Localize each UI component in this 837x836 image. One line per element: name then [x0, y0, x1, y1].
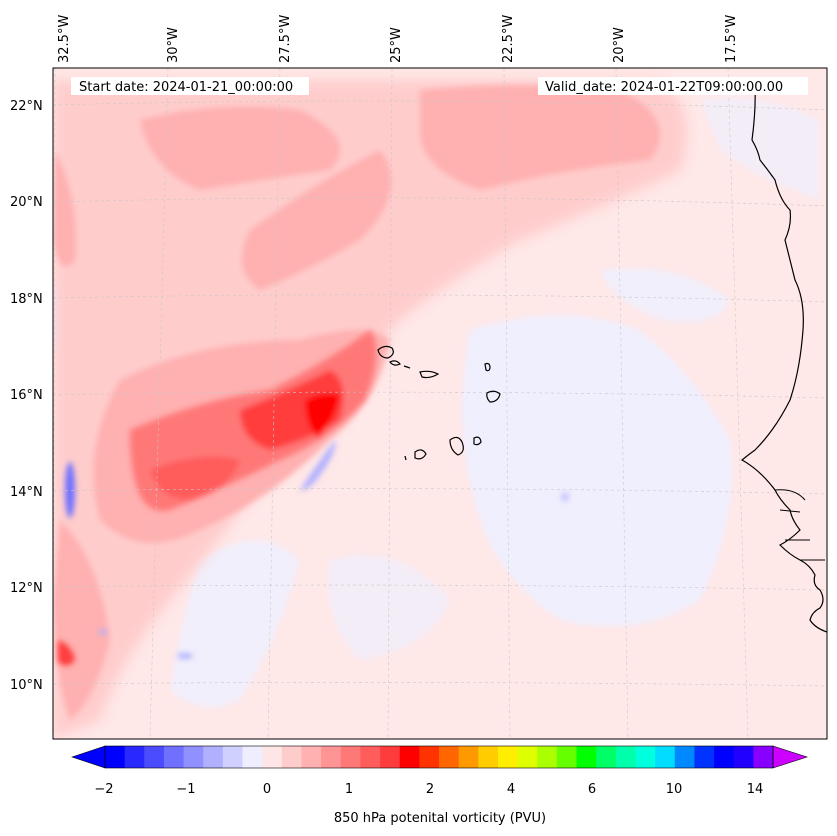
colorbar-extend-max	[772, 745, 808, 769]
colorbar-swatch	[556, 746, 578, 768]
start-date-text: Start date: 2024-01-21_00:00:00	[79, 80, 293, 95]
colorbar-swatch	[439, 746, 460, 768]
lon-label: 32.5°W	[57, 15, 72, 63]
colorbar-label: 850 hPa potenital vorticity (PVU)	[334, 811, 546, 826]
lon-label: 22.5°W	[501, 15, 516, 63]
senegal-river-outline	[774, 489, 825, 561]
colorbar-swatch	[596, 746, 617, 768]
lat-label: 20°N	[10, 195, 43, 210]
lat-label: 10°N	[10, 678, 43, 693]
colorbar-swatch	[458, 746, 479, 768]
colorbar-tick-label: −1	[176, 782, 195, 797]
colorbar-swatch	[753, 746, 774, 768]
colorbar-swatch	[478, 746, 499, 768]
colorbar-swatch	[497, 746, 519, 768]
colorbar-tick-label: 0	[263, 782, 271, 797]
colorbar-swatch	[281, 746, 302, 768]
colorbar-tick-label: −2	[94, 782, 113, 797]
lat-label: 16°N	[10, 388, 43, 403]
colorbar-swatch	[183, 746, 204, 768]
colorbar-frame	[104, 745, 774, 769]
map-frame	[52, 67, 828, 740]
colorbar-swatch	[399, 746, 420, 768]
colorbar-ticks: −2 −1 0 1 2 4 6 10 14	[94, 782, 763, 797]
colorbar-swatch	[360, 746, 381, 768]
colorbar-swatch	[733, 746, 754, 768]
longitude-labels: 32.5°W 30°W 27.5°W 25°W 22.5°W 20°W 17.5…	[57, 15, 739, 63]
colorbar-swatch	[517, 746, 538, 768]
colorbar-tick-label: 1	[345, 782, 353, 797]
colorbar-swatch	[674, 746, 695, 768]
positive-pv-plume-light	[53, 80, 687, 739]
colorbar-swatch	[694, 746, 715, 768]
colorbar-swatch	[537, 746, 558, 768]
colorbar-swatch	[380, 746, 401, 768]
colorbar-extend-min	[71, 745, 106, 769]
colorbar-swatch	[635, 746, 656, 768]
colorbar-tick-label: 10	[666, 782, 683, 797]
colorbar-swatch	[262, 746, 283, 768]
positive-pv-band-strong	[58, 330, 377, 666]
negative-pv-streaks	[65, 440, 569, 659]
colorbar-swatch	[222, 746, 244, 768]
lat-label: 18°N	[10, 292, 43, 307]
lon-label: 17.5°W	[724, 15, 739, 63]
latitude-labels: 22°N 20°N 18°N 16°N 14°N 12°N 10°N	[10, 99, 43, 693]
colorbar-swatch	[203, 746, 224, 768]
colorbar-swatch	[714, 746, 735, 768]
lon-label: 25°W	[389, 27, 404, 63]
lon-label: 30°W	[166, 27, 181, 63]
colorbar-swatch	[242, 746, 263, 768]
lat-label: 12°N	[10, 581, 43, 596]
colorbar: −2 −1 0 1 2 4 6 10 14 850 hPa potenital …	[71, 745, 808, 826]
colorbar-swatch	[340, 746, 361, 768]
colorbar-tick-label: 14	[747, 782, 764, 797]
colorbar-tick-label: 4	[507, 782, 515, 797]
pv-field	[53, 68, 827, 739]
colorbar-swatch	[576, 746, 597, 768]
lon-label: 20°W	[612, 27, 627, 63]
lon-label: 27.5°W	[278, 15, 293, 63]
colorbar-tick-label: 6	[588, 782, 596, 797]
valid-date-box	[538, 77, 808, 95]
colorbar-tick-label: 2	[426, 782, 434, 797]
colorbar-swatch	[419, 746, 440, 768]
colorbar-swatch	[144, 746, 165, 768]
colorbar-swatch	[615, 746, 636, 768]
cape-verde-coastlines	[377, 345, 501, 461]
colorbar-swatch	[105, 746, 126, 768]
colorbar-swatches	[105, 746, 774, 768]
start-date-box	[71, 77, 309, 95]
colorbar-swatch	[321, 746, 342, 768]
colorbar-swatch	[163, 746, 185, 768]
colorbar-swatch	[301, 746, 322, 768]
colorbar-swatch	[124, 746, 145, 768]
colorbar-swatch	[655, 746, 676, 768]
valid-date-text: Valid_date: 2024-01-22T09:00:00.00	[545, 80, 783, 95]
lat-label: 22°N	[10, 99, 43, 114]
africa-coastline	[740, 84, 827, 633]
map-panel: Start date: 2024-01-21_00:00:00 Valid_da…	[10, 15, 828, 740]
lat-label: 14°N	[10, 485, 43, 500]
